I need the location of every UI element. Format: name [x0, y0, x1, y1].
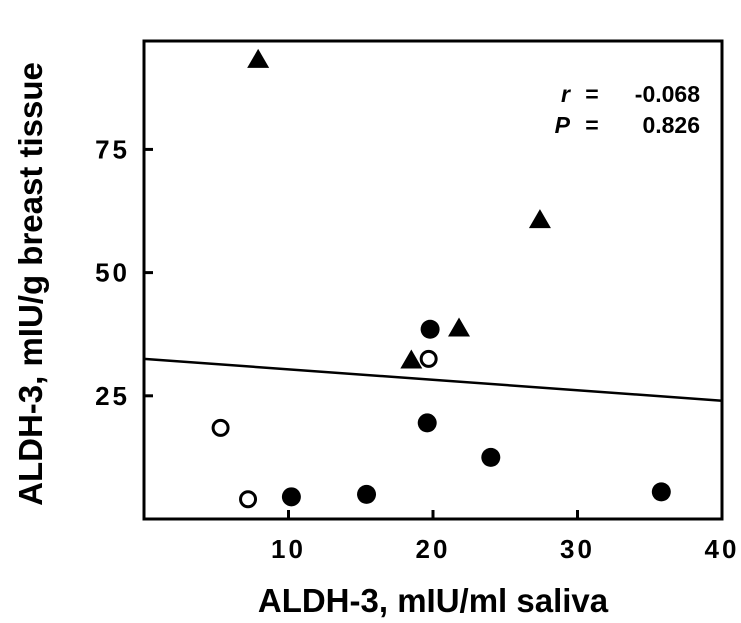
regression-line [143, 357, 723, 402]
x-tick-label: 20 [416, 534, 451, 564]
r-label: r [561, 81, 571, 107]
x-tick-label: 40 [705, 534, 740, 564]
x-tick-label: 10 [271, 534, 306, 564]
y-tick-label: 25 [95, 381, 130, 411]
y-tick-label: 50 [95, 258, 130, 288]
plot-frame [142, 39, 724, 521]
filled-circle-point [281, 487, 301, 507]
filled-circle-point [417, 413, 437, 433]
triangle-point [247, 48, 270, 68]
r-equals: = [585, 81, 598, 107]
open-circle-point [419, 349, 438, 368]
filled-circle-point [651, 482, 671, 502]
p-label: P [555, 112, 571, 138]
triangle-point [400, 349, 423, 369]
x-tick-label: 30 [560, 534, 595, 564]
p-value: 0.826 [642, 112, 700, 138]
filled-circle-point [420, 319, 440, 339]
data-points [211, 48, 671, 509]
filled-circle-point [481, 447, 501, 467]
x-axis-title: ALDH-3, mIU/ml saliva [258, 582, 609, 619]
open-circle-point [239, 490, 258, 509]
tick-labels: 10 20 30 40 25 50 75 [95, 134, 740, 564]
axis-ticks [144, 147, 724, 519]
stats-annotation: r = -0.068 P = 0.826 [555, 81, 701, 138]
filled-circle-point [357, 484, 377, 504]
p-equals: = [585, 112, 598, 138]
y-axis-title: ALDH-3, mIU/g breast tissue [12, 62, 49, 506]
open-circle-point [211, 418, 230, 437]
triangle-point [448, 317, 471, 337]
triangle-point [528, 209, 551, 229]
y-tick-label: 75 [95, 134, 130, 164]
r-value: -0.068 [635, 81, 700, 107]
